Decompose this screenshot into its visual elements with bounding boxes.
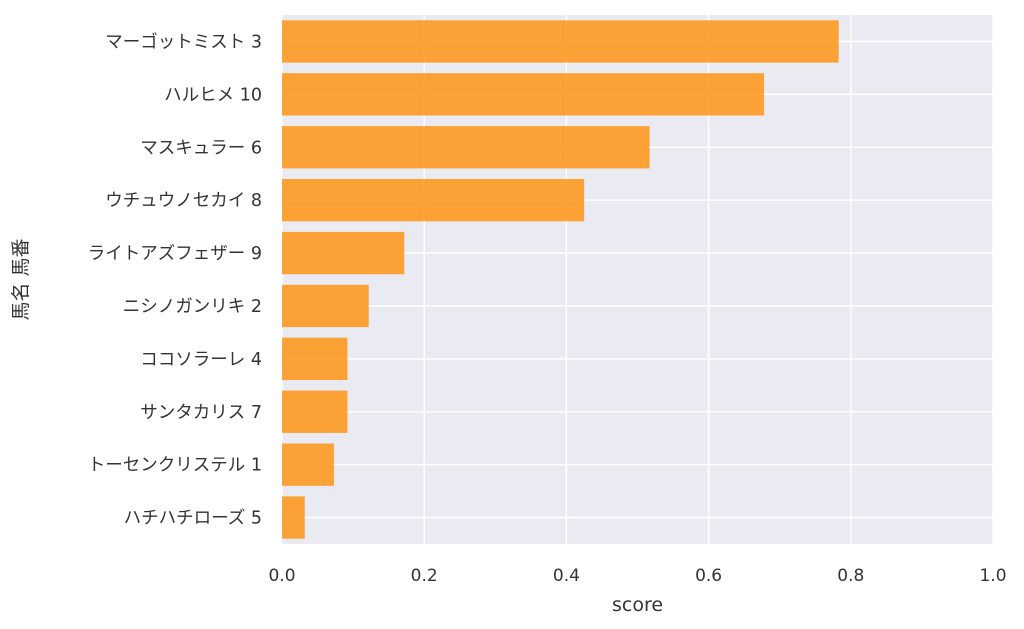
category-label: ニシノガンリキ 2 xyxy=(123,297,262,317)
bars xyxy=(282,20,839,539)
category-label: ライトアズフェザー 9 xyxy=(88,244,262,264)
category-label: ハルヒメ 10 xyxy=(164,85,262,105)
category-label: マーゴットミスト 3 xyxy=(105,31,262,52)
bar xyxy=(282,284,369,328)
category-label: ハチハチローズ 5 xyxy=(124,509,262,529)
y-axis-label: 馬名 馬番 xyxy=(10,238,32,320)
bar xyxy=(282,337,348,381)
category-label: ココソラーレ 4 xyxy=(140,350,262,370)
x-tick-labels: 0.0 0.2 0.4 0.6 0.8 1.0 xyxy=(268,566,1006,586)
bar xyxy=(282,178,585,222)
x-tick-label: 0.8 xyxy=(837,566,864,586)
x-tick-label: 0.0 xyxy=(268,566,295,586)
category-label: サンタカリス 7 xyxy=(140,403,262,423)
x-axis-label: score xyxy=(612,594,663,616)
bar xyxy=(282,126,650,169)
bar xyxy=(282,231,405,275)
x-tick-label: 0.2 xyxy=(411,566,438,586)
x-tick-label: 0.6 xyxy=(695,566,722,586)
x-tick-label: 0.4 xyxy=(553,566,580,586)
x-tick-label: 1.0 xyxy=(979,566,1006,586)
bar xyxy=(282,443,334,486)
bar xyxy=(282,390,348,433)
category-labels: マーゴットミスト 3 ハルヒメ 10 マスキュラー 6 ウチュウノセカイ 8 ライトアズ… xyxy=(88,31,262,528)
category-label: トーセンクリステル 1 xyxy=(88,456,262,476)
category-label: マスキュラー 6 xyxy=(140,138,262,158)
bar xyxy=(282,496,305,539)
bar xyxy=(282,73,765,116)
bar xyxy=(282,20,839,63)
category-label: ウチュウノセカイ 8 xyxy=(105,191,262,211)
